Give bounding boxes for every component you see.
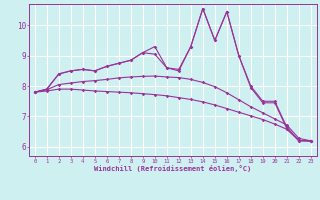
X-axis label: Windchill (Refroidissement éolien,°C): Windchill (Refroidissement éolien,°C) [94, 165, 252, 172]
